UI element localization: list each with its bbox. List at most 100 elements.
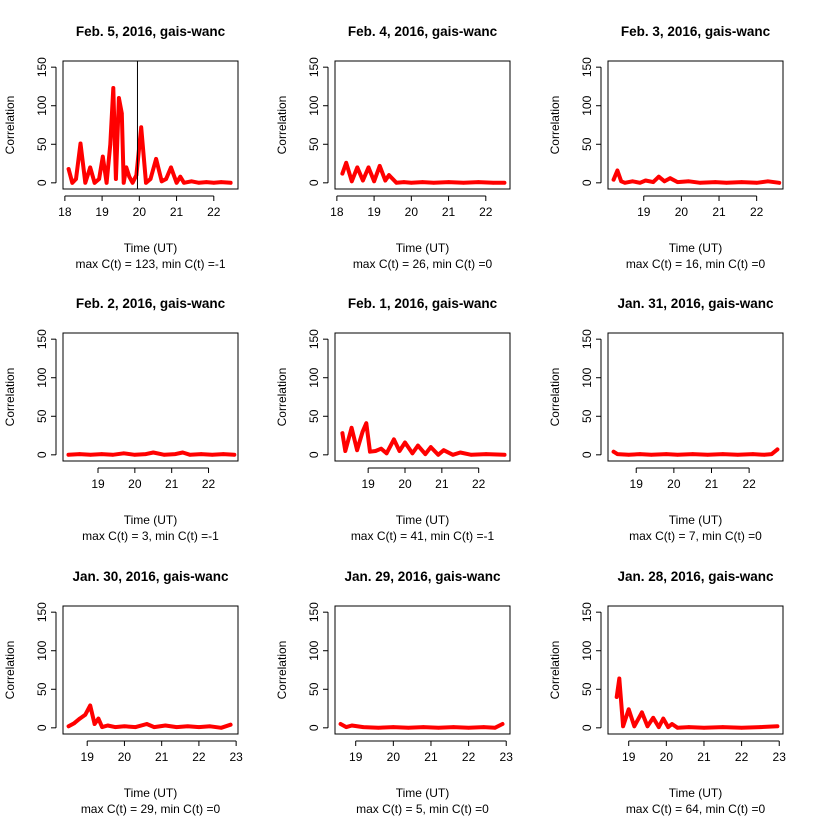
data-point <box>376 726 381 730</box>
data-point <box>651 180 655 184</box>
data-point <box>148 177 153 181</box>
data-point <box>758 725 763 729</box>
panel-3: Feb. 3, 2016, gais-wanc 19 20 21 22 0 50 100 150… <box>548 24 784 271</box>
data-point <box>108 142 113 147</box>
data-point <box>777 181 781 185</box>
data-point <box>409 181 414 185</box>
series-line <box>611 168 782 185</box>
x-axis-title: Time (UT) <box>124 513 178 527</box>
data-point <box>366 165 371 170</box>
data-point <box>139 125 143 130</box>
data-point <box>110 453 115 457</box>
x-tick-label: 21 <box>165 477 179 491</box>
data-point <box>721 452 725 456</box>
data-point <box>344 161 349 165</box>
x-tick-label: 20 <box>118 750 132 764</box>
data-point <box>675 453 680 457</box>
x-tick-label: 21 <box>155 750 169 764</box>
y-tick-label: 100 <box>307 367 321 387</box>
y-axis-title: Correlation <box>3 368 17 427</box>
data-point <box>349 426 354 430</box>
y-axis-title: Correlation <box>275 96 289 155</box>
data-point <box>384 451 389 456</box>
y-tick-label: 100 <box>580 95 594 115</box>
y-tick-label: 50 <box>580 137 594 151</box>
x-tick-label: 22 <box>192 750 206 764</box>
data-point <box>500 722 505 726</box>
data-point <box>178 174 183 179</box>
y-tick-label: 100 <box>580 640 594 660</box>
x-tick-label: 20 <box>660 750 674 764</box>
series-line <box>66 450 237 457</box>
panel-title: Feb. 3, 2016, gais-wanc <box>621 24 771 39</box>
plot-frame <box>62 332 239 462</box>
data-point <box>668 176 672 180</box>
data-point <box>451 725 456 729</box>
panel-7: Jan. 30, 2016, gais-wanc 19 20 21 22 23 0 50 100… <box>3 569 243 816</box>
plot-frame <box>607 332 784 462</box>
x-tick-label: 20 <box>133 205 147 219</box>
series-line <box>340 160 507 185</box>
y-tick-label: 100 <box>307 95 321 115</box>
panel-summary: max C(t) = 3, min C(t) =-1 <box>82 529 219 543</box>
y-tick-label: 0 <box>580 179 594 186</box>
x-tick-label: 21 <box>442 205 456 219</box>
panel-4: Feb. 2, 2016, gais-wanc 19 20 21 22 0 50 100 150… <box>3 296 239 543</box>
data-point <box>117 96 121 100</box>
plot-frame <box>62 60 239 190</box>
data-point <box>383 178 388 183</box>
data-point <box>615 168 620 173</box>
y-tick-label: 150 <box>307 57 321 77</box>
x-tick-label: 19 <box>81 750 95 764</box>
y-axis-title: Correlation <box>275 368 289 427</box>
y-axis-title: Correlation <box>548 368 562 427</box>
x-tick-label: 20 <box>387 750 401 764</box>
x-tick-label: 23 <box>229 750 243 764</box>
y-tick-label: 150 <box>35 602 49 622</box>
data-point <box>484 452 488 456</box>
data-point <box>70 181 75 185</box>
data-point <box>690 452 695 456</box>
series-line <box>338 722 505 730</box>
panel-title: Feb. 1, 2016, gais-wanc <box>348 296 498 311</box>
data-point <box>340 171 345 176</box>
data-point <box>410 451 415 456</box>
y-tick-label: 50 <box>35 137 49 151</box>
data-point <box>379 446 383 451</box>
data-point <box>208 724 212 729</box>
data-point <box>145 722 149 726</box>
x-tick-label: 19 <box>91 477 105 491</box>
y-tick-label: 100 <box>307 640 321 660</box>
x-tick-label: 23 <box>500 750 514 764</box>
data-point <box>461 181 466 185</box>
data-point <box>611 177 616 182</box>
y-tick-label: 50 <box>580 409 594 423</box>
y-tick-label: 0 <box>580 451 594 458</box>
data-point <box>350 723 354 728</box>
data-point <box>111 86 116 90</box>
x-tick-label: 22 <box>202 477 216 491</box>
x-tick-label: 22 <box>735 750 749 764</box>
data-point <box>121 181 126 185</box>
plot-frame <box>607 605 784 735</box>
series-line <box>614 676 780 730</box>
x-tick-label: 19 <box>630 477 644 491</box>
x-tick-label: 22 <box>462 750 476 764</box>
data-point <box>724 181 729 185</box>
data-point <box>97 177 101 181</box>
y-axis-title: Correlation <box>548 96 562 155</box>
data-point <box>436 726 441 730</box>
data-point <box>361 725 366 729</box>
panel-title: Feb. 2, 2016, gais-wanc <box>76 296 226 311</box>
y-tick-label: 150 <box>35 57 49 77</box>
data-point <box>775 724 780 729</box>
panel-summary: max C(t) = 7, min C(t) =0 <box>629 529 762 543</box>
y-tick-label: 100 <box>35 367 49 387</box>
data-point <box>775 447 780 452</box>
data-point <box>754 181 759 185</box>
data-point <box>174 181 179 185</box>
panel-title: Jan. 30, 2016, gais-wanc <box>72 569 229 584</box>
x-tick-label: 20 <box>128 477 142 491</box>
data-point <box>451 453 455 457</box>
